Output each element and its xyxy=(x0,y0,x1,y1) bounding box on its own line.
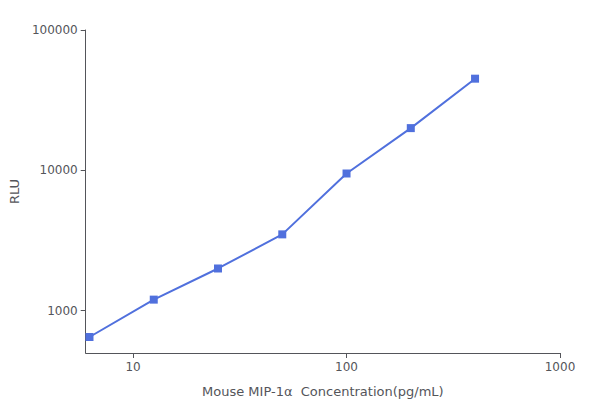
svg-text:RLU: RLU xyxy=(7,179,22,204)
svg-text:10000: 10000 xyxy=(40,163,78,177)
svg-text:1000: 1000 xyxy=(47,304,78,318)
svg-text:Mouse MIP-1α Concentration(pg: Mouse MIP-1α Concentration(pg/mL) xyxy=(202,384,444,399)
svg-text:100: 100 xyxy=(335,360,358,374)
svg-text:10: 10 xyxy=(125,360,140,374)
svg-text:100000: 100000 xyxy=(32,23,78,37)
svg-text:1000: 1000 xyxy=(545,360,576,374)
